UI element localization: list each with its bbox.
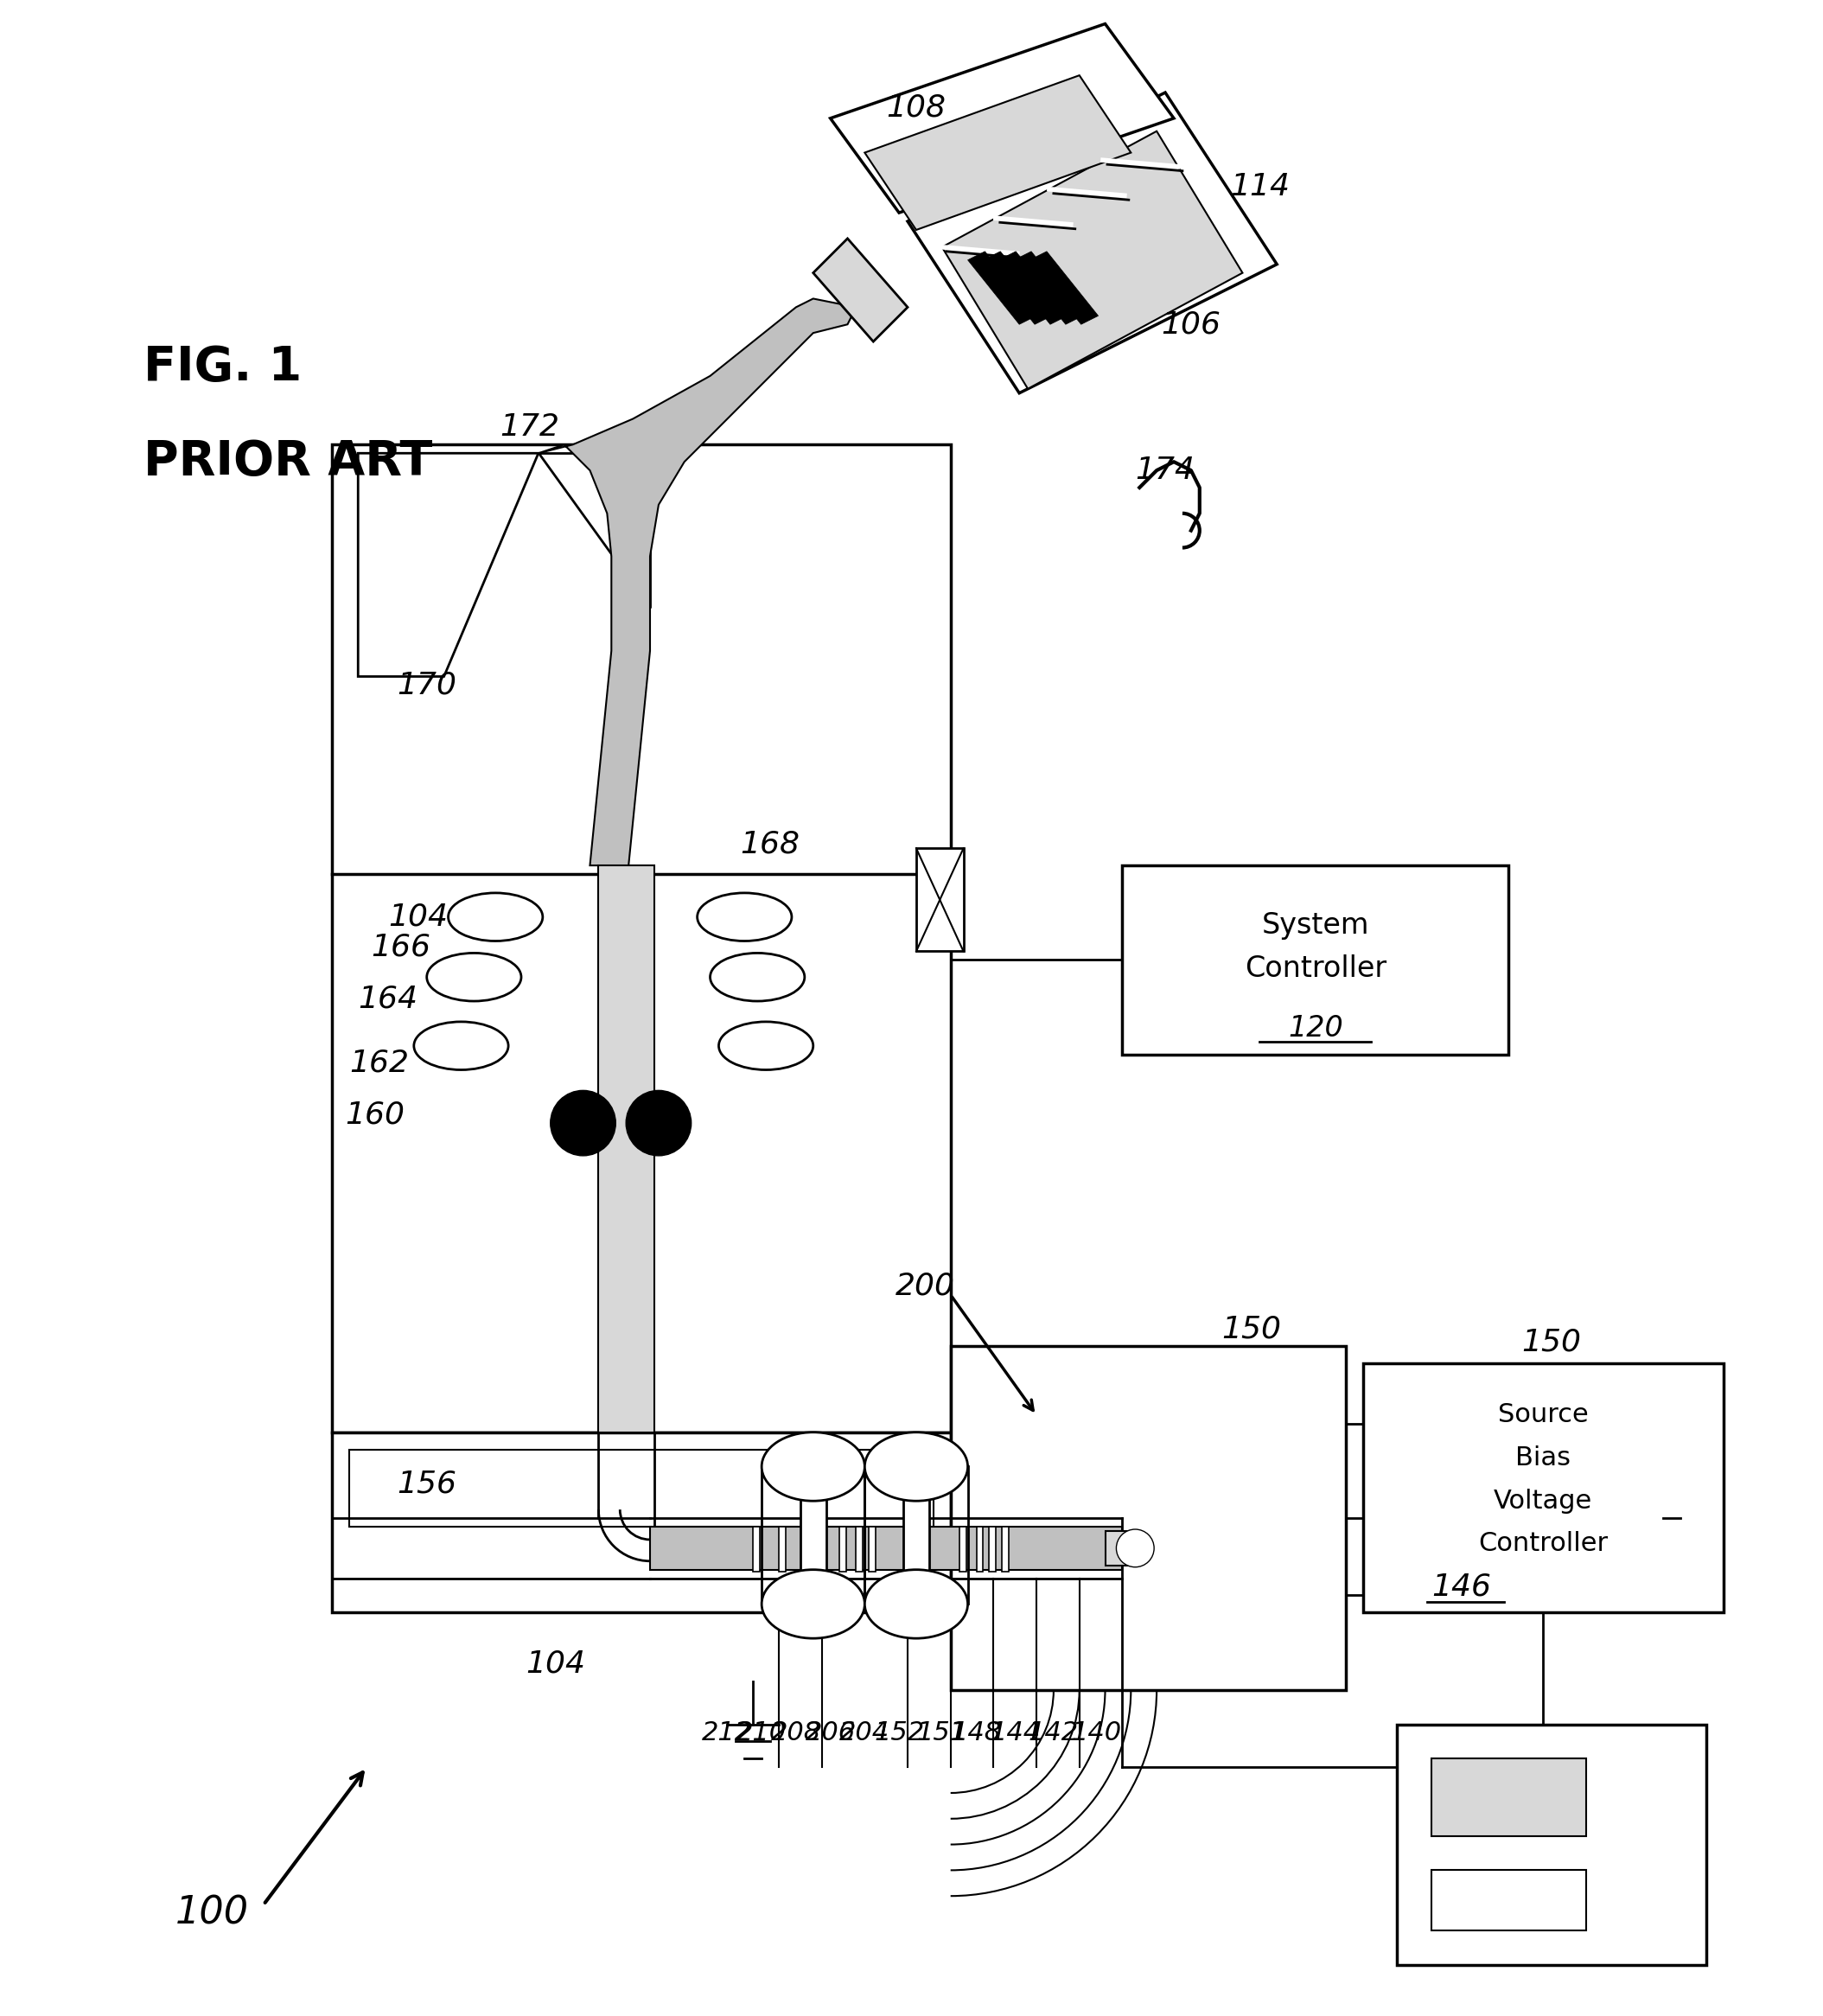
Bar (651, 1526, 1123, 1570)
Text: 160: 160 (345, 1101, 405, 1129)
Polygon shape (999, 252, 1066, 325)
Bar (332, 1431, 950, 1613)
Text: System: System (1262, 911, 1369, 939)
Bar (977, 1526, 983, 1570)
Bar (870, 1526, 875, 1570)
Bar (857, 1526, 862, 1570)
Circle shape (625, 1091, 691, 1155)
Text: Source: Source (1499, 1403, 1588, 1427)
Text: 164: 164 (359, 984, 417, 1014)
Ellipse shape (427, 954, 521, 1002)
Bar (950, 1347, 1345, 1689)
Bar (1003, 1526, 1008, 1570)
Ellipse shape (762, 1431, 864, 1502)
Polygon shape (942, 131, 1243, 389)
Bar (1105, 1530, 1136, 1564)
Circle shape (1116, 1530, 1154, 1566)
Ellipse shape (696, 893, 791, 941)
Text: 150: 150 (1221, 1314, 1282, 1345)
Bar (990, 1526, 995, 1570)
Text: 148: 148 (952, 1720, 1001, 1746)
Bar (904, 1466, 930, 1605)
Text: 106: 106 (1161, 310, 1221, 339)
Text: 104: 104 (388, 903, 448, 931)
Text: 146: 146 (1431, 1572, 1491, 1601)
Ellipse shape (711, 954, 804, 1002)
Polygon shape (1030, 252, 1097, 325)
Polygon shape (1014, 252, 1083, 325)
Text: 108: 108 (886, 93, 946, 123)
Bar (839, 1526, 846, 1570)
Text: Controller: Controller (1478, 1532, 1608, 1556)
Text: 212: 212 (702, 1720, 753, 1746)
Polygon shape (983, 252, 1052, 325)
Bar (800, 1466, 826, 1605)
Polygon shape (538, 298, 857, 865)
Bar (1123, 865, 1509, 1054)
Bar (753, 1526, 760, 1570)
Text: 204: 204 (840, 1720, 890, 1746)
Text: 208: 208 (771, 1720, 820, 1746)
Bar (350, 1450, 933, 1526)
Bar (332, 446, 950, 1431)
Polygon shape (908, 93, 1276, 393)
Ellipse shape (414, 1022, 509, 1070)
Text: 172: 172 (500, 413, 560, 442)
Text: 114: 114 (1231, 171, 1289, 202)
Text: 168: 168 (740, 829, 800, 859)
Polygon shape (813, 238, 908, 341)
Text: 144: 144 (990, 1720, 1041, 1746)
Text: 140: 140 (1072, 1720, 1121, 1746)
Text: 174: 174 (1136, 456, 1196, 486)
Bar (1364, 1363, 1723, 1613)
Text: Bias: Bias (1515, 1445, 1571, 1470)
Text: 162: 162 (350, 1048, 410, 1079)
Bar (917, 849, 963, 952)
Polygon shape (968, 252, 1037, 325)
Text: 206: 206 (806, 1720, 855, 1746)
Text: 120: 120 (1289, 1014, 1344, 1042)
Text: FIG. 1: FIG. 1 (144, 345, 303, 391)
Text: PRIOR ART: PRIOR ART (144, 437, 432, 486)
Text: 210: 210 (736, 1720, 788, 1746)
Text: 166: 166 (372, 931, 430, 962)
Text: Controller: Controller (1245, 954, 1387, 982)
Ellipse shape (718, 1022, 813, 1070)
Text: 100: 100 (175, 1895, 250, 1931)
Polygon shape (864, 75, 1130, 230)
Text: 104: 104 (525, 1649, 585, 1679)
Circle shape (551, 1091, 616, 1155)
Polygon shape (357, 454, 538, 677)
Text: 170: 170 (397, 671, 456, 700)
Text: 150: 150 (1522, 1327, 1582, 1357)
Polygon shape (829, 24, 1174, 214)
Text: 156: 156 (397, 1470, 456, 1498)
Text: 152: 152 (873, 1720, 924, 1746)
Polygon shape (538, 454, 651, 607)
Bar (959, 1526, 966, 1570)
Ellipse shape (448, 893, 543, 941)
Bar (778, 1526, 786, 1570)
Ellipse shape (864, 1570, 968, 1639)
Ellipse shape (762, 1570, 864, 1639)
Text: Voltage: Voltage (1493, 1488, 1593, 1514)
Ellipse shape (864, 1431, 968, 1502)
Bar (598, 865, 654, 1431)
Bar (1396, 1724, 1706, 1966)
Text: 142: 142 (1028, 1720, 1079, 1746)
Bar (1431, 1871, 1586, 1931)
Bar (1431, 1758, 1586, 1837)
Text: 151: 151 (917, 1720, 968, 1746)
Text: 200: 200 (895, 1272, 955, 1300)
